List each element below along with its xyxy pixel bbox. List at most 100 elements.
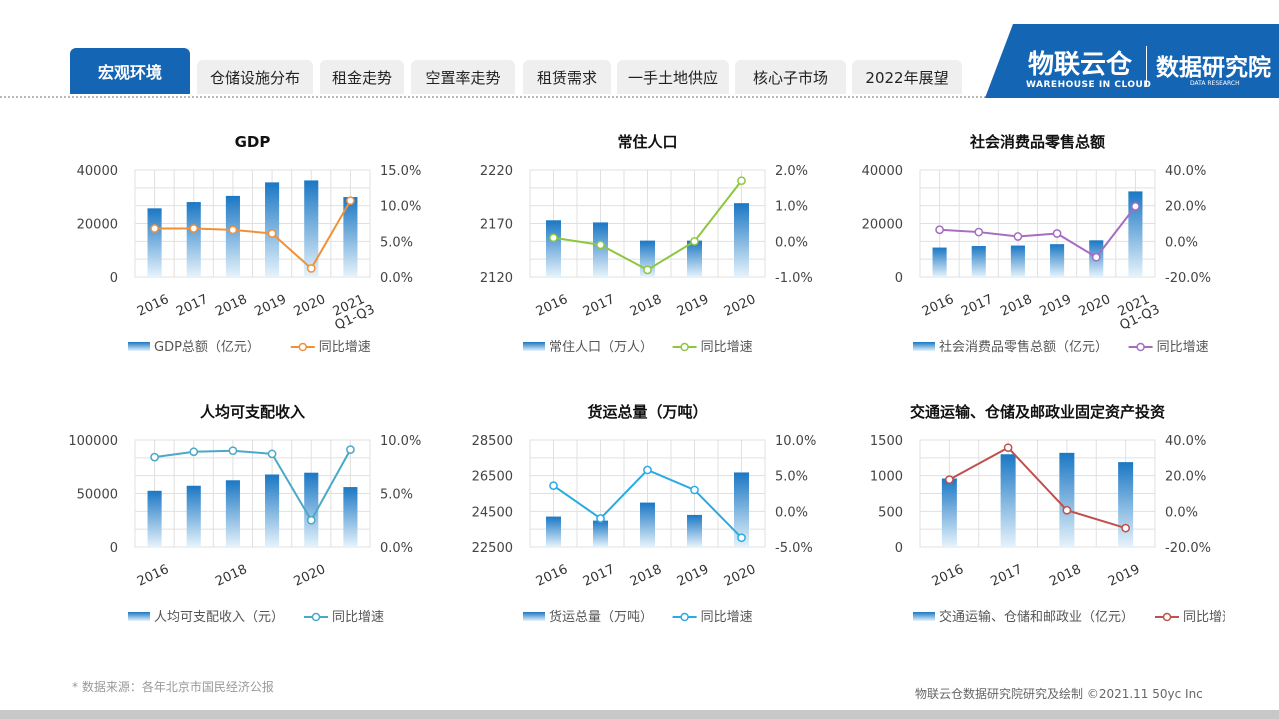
line-point <box>1003 443 1013 453</box>
left-axis-tick: 1500 <box>870 434 903 449</box>
legend-bar-label: 货运总量（万吨） <box>549 609 653 625</box>
tab-warehouse-distribution[interactable]: 仓储设施分布 <box>197 60 313 94</box>
tab-leasing-demand[interactable]: 租赁需求 <box>523 60 611 94</box>
legend-line-marker <box>680 342 689 352</box>
left-axis-tick: 0 <box>110 271 118 286</box>
left-axis-tick: 0 <box>895 541 903 556</box>
category-label: 2019 <box>675 562 711 590</box>
growth-line <box>154 200 352 271</box>
credit-note: 物联云仓数据研究院研究及绘制 ©2021.11 50yc Inc <box>915 687 1203 701</box>
line-point <box>346 445 355 454</box>
brand-logo-subtext: WAREHOUSE IN CLOUD <box>1026 80 1152 90</box>
category-label: 2019 <box>1106 562 1142 590</box>
bar <box>186 202 201 277</box>
bar <box>343 487 358 547</box>
category-label: 2017 <box>988 562 1024 590</box>
tab-rent-trend[interactable]: 租金走势 <box>320 60 404 94</box>
legend-line-label: 同比增速 <box>319 340 371 355</box>
bottom-bar <box>0 710 1279 719</box>
tab-macro-environment[interactable]: 宏观环境 <box>70 48 190 94</box>
legend-bar-label: 常住人口（万人） <box>549 340 653 355</box>
category-label: 2020 <box>722 292 758 320</box>
bar <box>546 220 561 277</box>
chart-title: 货运总量（万吨） <box>587 403 707 421</box>
tab-divider <box>0 96 990 98</box>
right-axis-tick: 2.0% <box>775 164 808 179</box>
chart-title: 常住人口 <box>617 133 677 151</box>
tab-core-submarkets[interactable]: 核心子市场 <box>735 60 846 94</box>
chart-title: 人均可支配收入 <box>200 403 305 421</box>
category-label: 2020 <box>1077 292 1113 320</box>
line-point <box>737 533 746 543</box>
legend-line-marker <box>1136 342 1145 352</box>
category-label: 2016 <box>135 562 171 590</box>
line-point <box>549 481 558 491</box>
line-point <box>228 446 238 456</box>
legend-bar-label: 社会消费品零售总额（亿元） <box>939 339 1108 355</box>
line-point <box>737 176 746 186</box>
grid <box>919 169 1156 278</box>
bar <box>1059 452 1075 547</box>
chart-title: GDP <box>235 133 271 151</box>
line-point <box>150 452 159 462</box>
category-label: 2016 <box>920 292 956 320</box>
bar <box>1050 244 1065 277</box>
category-label: 2019 <box>675 292 711 320</box>
left-axis-tick: 1000 <box>870 470 903 485</box>
line-point <box>346 196 355 206</box>
legend-bar-swatch <box>523 342 545 351</box>
line-point <box>1013 232 1023 241</box>
category-label: 2018 <box>998 292 1034 320</box>
line-point <box>596 240 605 250</box>
category-label: 2018 <box>213 562 249 590</box>
legend-line-marker <box>311 612 321 622</box>
legend-bar-swatch <box>913 612 935 621</box>
bar <box>147 490 162 547</box>
bar <box>1128 191 1143 277</box>
tab-2022-outlook[interactable]: 2022年展望 <box>852 60 962 94</box>
left-axis-tick: 40000 <box>862 164 903 179</box>
right-axis-tick: 5.0% <box>775 470 808 485</box>
category-label: 2016 <box>135 292 171 320</box>
chart-population: 常住人口 2120 2170 2220 -1.0% 0.0% 1.0% 2.0% 2016 201… <box>455 125 835 374</box>
line-point <box>690 236 699 246</box>
bar <box>640 502 655 547</box>
left-axis-tick: 2220 <box>480 164 513 179</box>
line-point <box>189 224 199 233</box>
line-point <box>945 475 954 484</box>
right-axis-tick: -5.0% <box>775 541 813 556</box>
line-point <box>1091 252 1101 262</box>
right-axis-tick: -1.0% <box>775 271 813 286</box>
category-label: 2018 <box>1047 562 1083 590</box>
bar <box>225 480 240 547</box>
tab-land-supply[interactable]: 一手土地供应 <box>617 60 729 94</box>
right-axis-tick: 10.0% <box>380 200 421 215</box>
category-label: 2018 <box>628 562 664 590</box>
bar <box>941 478 957 547</box>
line-point <box>1052 229 1062 238</box>
legend-line-label: 同比增速 <box>1183 610 1225 625</box>
legend-bar-swatch <box>913 342 935 351</box>
bar <box>186 485 201 547</box>
bar <box>546 516 561 547</box>
tab-vacancy-trend[interactable]: 空置率走势 <box>411 60 515 94</box>
right-axis-tick: 5.0% <box>380 488 413 503</box>
chart-gdp: GDP 0 20000 40000 0.0% 5.0% 10.0% 15.0% 2016 2017… <box>60 125 440 374</box>
category-label: 2017 <box>581 292 617 320</box>
chart-transport-investment: 交通运输、仓储及邮政业固定资产投资 0 500 1000 1500 -20.0% 0.0% 2… <box>845 395 1235 644</box>
line-point <box>150 224 159 233</box>
research-logo-subtext: DATA RESEARCH <box>1190 80 1240 87</box>
right-axis-tick: 1.0% <box>775 200 808 215</box>
growth-line <box>154 449 352 523</box>
bar <box>147 208 162 277</box>
line-point <box>643 465 652 475</box>
bar <box>225 195 240 277</box>
legend-line-label: 同比增速 <box>701 340 753 355</box>
bar <box>971 246 986 277</box>
category-label: 2017 <box>174 292 210 320</box>
bar <box>1118 462 1134 547</box>
left-axis-tick: 26500 <box>472 470 513 485</box>
left-axis-tick: 28500 <box>472 434 513 449</box>
category-label: 2018 <box>213 292 249 320</box>
left-axis-tick: 2170 <box>480 218 513 233</box>
